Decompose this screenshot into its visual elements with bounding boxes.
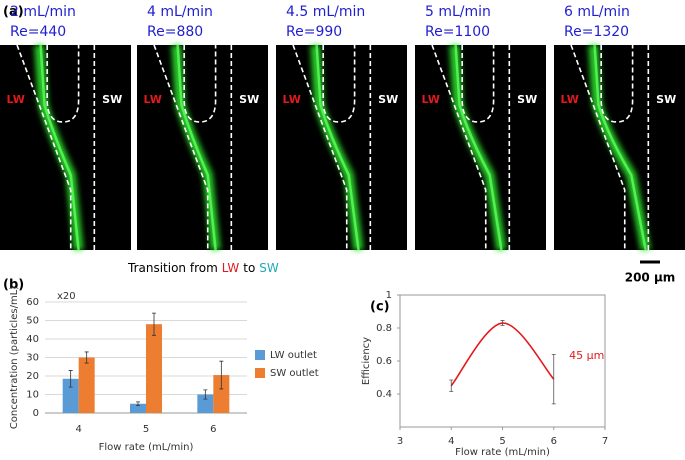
channel-wall <box>570 44 626 250</box>
x-axis-label: Flow rate (mL/min) <box>99 442 194 453</box>
fluorescence-core <box>176 44 217 251</box>
channel-wall <box>431 44 487 250</box>
error-bar <box>136 401 140 406</box>
sw-label: SW <box>517 93 537 106</box>
x-tick-label: 6 <box>551 436 557 447</box>
reynolds: Re=880 <box>147 24 203 40</box>
micrograph <box>137 45 268 250</box>
scale-label: 200 µm <box>625 271 676 285</box>
reynolds: Re=440 <box>10 24 66 40</box>
legend-swatch <box>255 350 265 360</box>
error-bar <box>219 360 224 390</box>
sw-label: SW <box>656 93 676 106</box>
reynolds: Re=1320 <box>564 24 629 40</box>
y-tick-label: 50 <box>26 316 39 327</box>
lw-label: LW <box>7 93 25 106</box>
flow-rate: 4.5 mL/min <box>286 4 365 20</box>
x-axis-label: Flow rate (mL/min) <box>455 447 550 458</box>
error-bar <box>551 354 556 405</box>
lw-label: LW <box>561 93 579 106</box>
channel-wall <box>153 44 209 250</box>
divider <box>322 45 356 123</box>
divider <box>461 45 495 123</box>
fluorescence-core <box>593 44 647 251</box>
y-tick-label: 30 <box>26 353 39 364</box>
divider <box>600 45 634 123</box>
y-tick-label: 0.8 <box>376 323 392 334</box>
bar <box>197 394 214 413</box>
x-tick-label: 4 <box>448 436 454 447</box>
flow-rate: 5 mL/min <box>425 4 491 20</box>
error-bar <box>449 379 454 392</box>
x-tick-label: 5 <box>143 424 149 435</box>
y-tick-label: 0.6 <box>376 356 392 367</box>
caption-sw: SW <box>259 261 279 275</box>
y-tick-label: 0 <box>33 408 39 419</box>
error-bar <box>152 312 156 336</box>
error-bar <box>68 370 73 388</box>
caption-text: to <box>243 261 255 275</box>
bar <box>130 403 146 413</box>
flow-rate: 4 mL/min <box>147 4 213 20</box>
sw-label: SW <box>239 93 259 106</box>
flow-rate: 6 mL/min <box>564 4 630 20</box>
channel-wall <box>16 44 72 250</box>
x-tick-label: 6 <box>210 424 216 435</box>
legend-label: SW outlet <box>270 368 319 379</box>
lw-label: LW <box>283 93 301 106</box>
fluorescence-core <box>315 44 360 251</box>
channel-wall <box>292 44 348 250</box>
divider <box>183 45 217 123</box>
error-bar <box>500 320 505 326</box>
y-tick-label: 40 <box>26 334 39 345</box>
micrograph <box>0 45 131 250</box>
divider <box>46 45 80 123</box>
reynolds: Re=1100 <box>425 24 490 40</box>
y-axis-label: Efficiency <box>361 337 372 385</box>
lw-label: LW <box>422 93 440 106</box>
x-tick-label: 3 <box>397 436 403 447</box>
caption-text: Transition from <box>127 261 218 275</box>
panel-label: (c) <box>370 300 390 315</box>
y-tick-label: 60 <box>26 297 39 308</box>
legend-label: LW outlet <box>270 350 317 361</box>
y-tick-label: 1 <box>386 290 392 301</box>
sw-label: SW <box>378 93 398 106</box>
error-bar <box>84 351 89 364</box>
y-axis-label: Concentration (particles/mL) <box>9 286 20 429</box>
bar <box>146 324 162 413</box>
legend-swatch <box>255 368 265 378</box>
y-tick-label: 20 <box>26 371 39 382</box>
micrograph <box>276 45 407 250</box>
sw-label: SW <box>102 93 122 106</box>
series-label: 45 µm <box>569 349 604 362</box>
fluorescence-core <box>39 44 80 251</box>
bar <box>78 357 95 413</box>
flow-rate: 2 mL/min <box>10 4 76 20</box>
x-tick-label: 7 <box>602 436 608 447</box>
caption: Transition from LW to SW <box>127 261 279 275</box>
caption-lw: LW <box>222 261 240 275</box>
y-tick-label: 10 <box>26 390 39 401</box>
line <box>450 322 555 387</box>
y-multiplier: x20 <box>57 291 76 302</box>
reynolds: Re=990 <box>286 24 342 40</box>
error-bar <box>203 389 208 400</box>
bar <box>62 378 79 413</box>
x-tick-label: 4 <box>75 424 81 435</box>
x-tick-label: 5 <box>499 436 505 447</box>
panel-label: (b) <box>3 278 24 293</box>
bar <box>213 375 230 413</box>
lw-label: LW <box>144 93 162 106</box>
y-tick-label: 0.4 <box>376 389 392 400</box>
fluorescence-core <box>454 44 503 251</box>
panel-label: (a) <box>3 5 24 20</box>
